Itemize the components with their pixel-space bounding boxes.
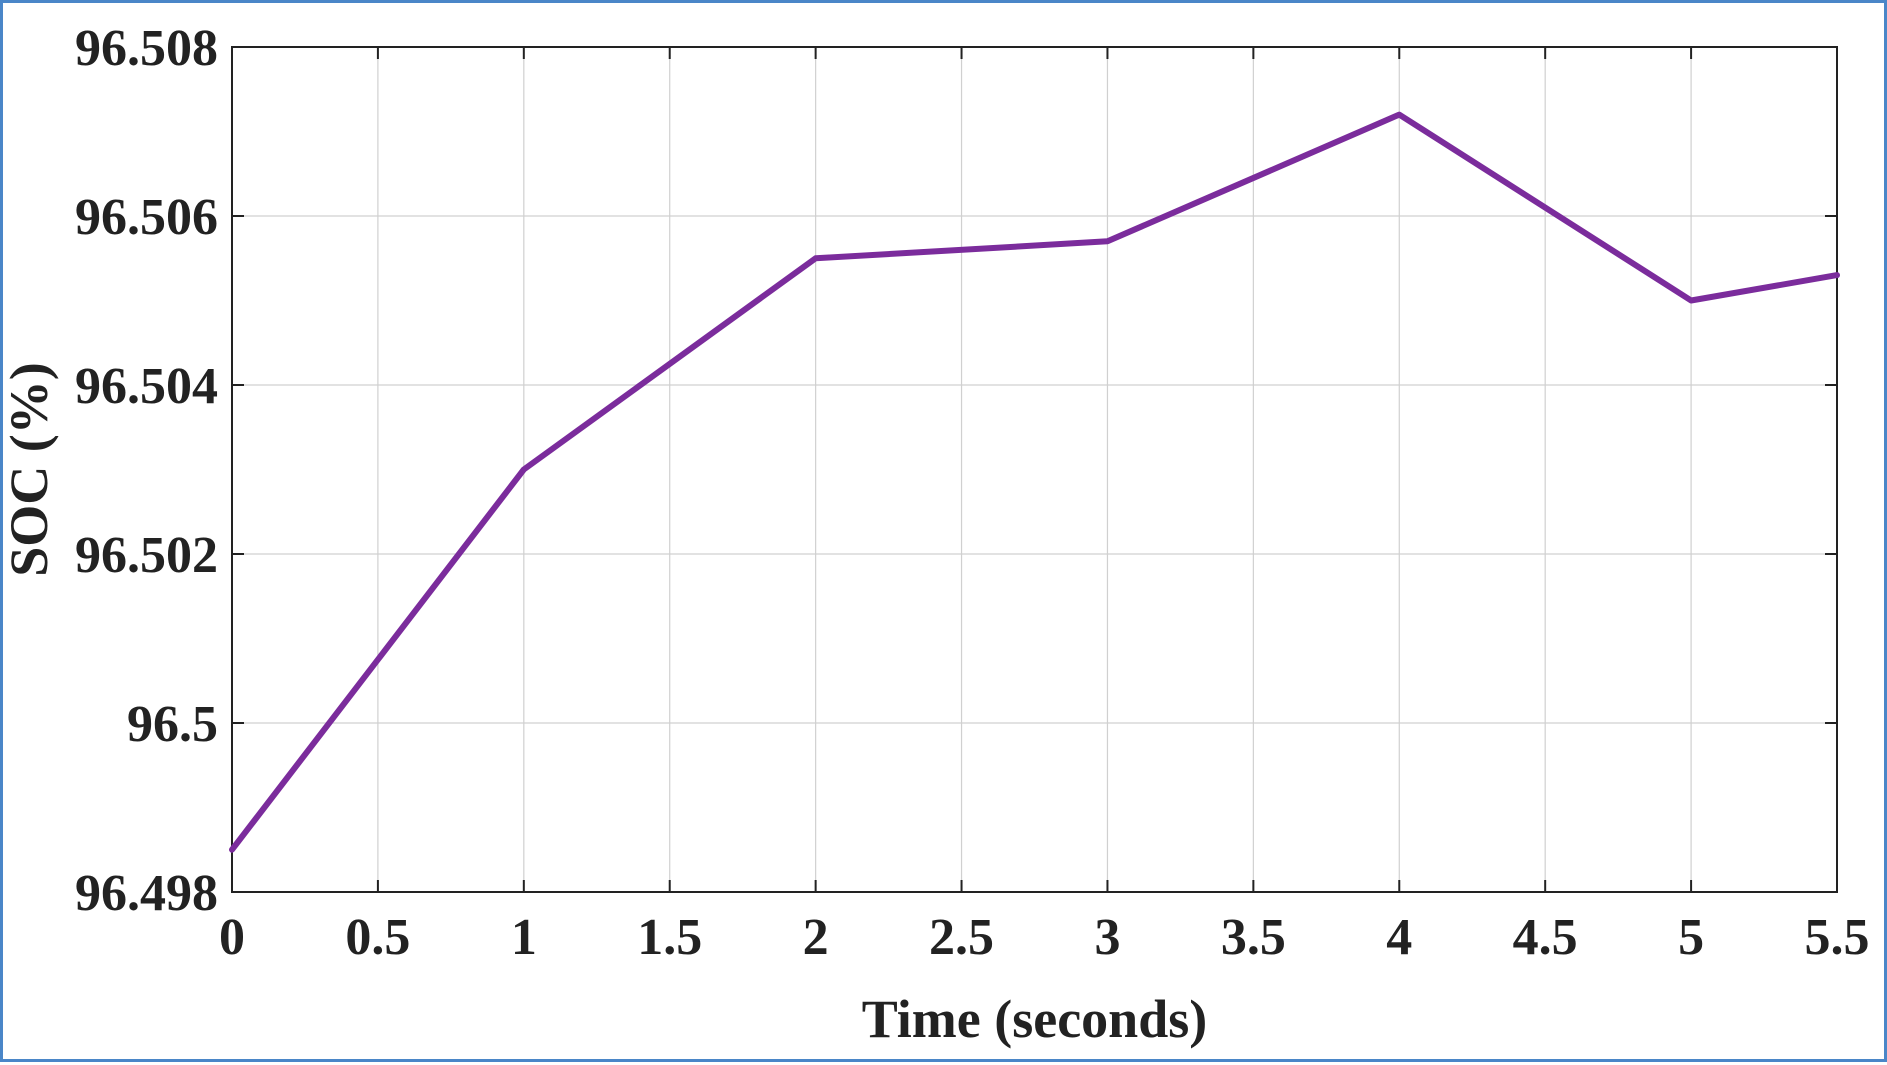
- plot-area: [232, 47, 1837, 892]
- grid-layer: [232, 47, 1837, 892]
- y-tick-label: 96.504: [75, 358, 218, 415]
- y-tick-label: 96.498: [75, 865, 218, 922]
- x-tick-label: 2: [803, 909, 829, 966]
- x-axis-title: Time (seconds): [862, 989, 1208, 1049]
- soc-line-chart: 0 0.5 1 1.5 2 2.5 3 3.5 4 4.5 5 5.5 96.498 96.5 96.502…: [3, 3, 1887, 1065]
- y-tick-label: 96.506: [75, 189, 218, 246]
- x-tick-label: 5: [1678, 909, 1704, 966]
- x-tick-label: 0.5: [345, 909, 410, 966]
- y-axis-title: SOC (%): [3, 362, 59, 577]
- x-tick-label: 1.5: [637, 909, 702, 966]
- x-tick-label: 3: [1094, 909, 1120, 966]
- series-line-0: [232, 115, 1837, 850]
- x-tick-label: 2.5: [929, 909, 994, 966]
- x-tick-label: 3.5: [1221, 909, 1286, 966]
- x-tick-label: 4.5: [1513, 909, 1578, 966]
- x-tick-label: 1: [511, 909, 537, 966]
- y-tick-label: 96.502: [75, 527, 218, 584]
- x-tick-label: 5.5: [1805, 909, 1870, 966]
- x-tick-label: 4: [1386, 909, 1412, 966]
- y-tick-label: 96.5: [127, 696, 218, 753]
- series-layer: [232, 115, 1837, 850]
- x-tick-label: 0: [219, 909, 245, 966]
- y-tick-label: 96.508: [75, 20, 218, 77]
- tick-layer: 0 0.5 1 1.5 2 2.5 3 3.5 4 4.5 5 5.5 96.498 96.5 96.502…: [75, 20, 1870, 966]
